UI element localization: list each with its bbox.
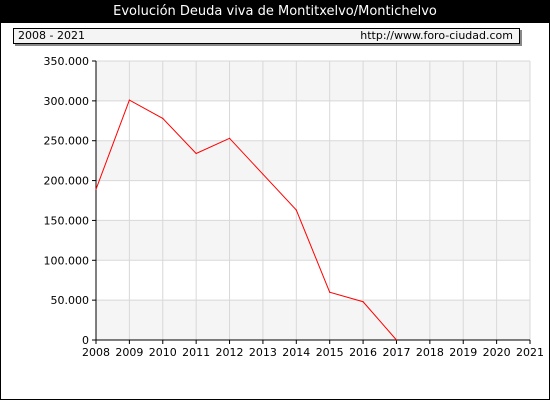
- period-label: 2008 - 2021: [18, 29, 85, 42]
- y-tick-label: 250.000: [44, 135, 90, 148]
- chart-title: Evolución Deuda viva de Montitxelvo/Mont…: [0, 0, 550, 23]
- y-tick-label: 200.000: [44, 175, 90, 188]
- data-point: [362, 301, 364, 303]
- debt-series-line: [95, 99, 397, 341]
- data-point: [162, 117, 164, 119]
- plot-band: [96, 100, 530, 141]
- x-tick-label: 2020: [483, 346, 511, 359]
- y-tick-label: 300.000: [44, 95, 90, 108]
- info-bar: 2008 - 2021 http://www.foro-ciudad.com: [13, 28, 520, 44]
- plot-band: [96, 260, 530, 301]
- x-tick-label: 2015: [316, 346, 344, 359]
- plot-band: [96, 180, 530, 221]
- x-tick-label: 2010: [149, 346, 177, 359]
- x-tick-label: 2018: [416, 346, 444, 359]
- data-point: [295, 209, 297, 211]
- data-point: [329, 291, 331, 293]
- data-point: [395, 339, 398, 341]
- data-point: [262, 173, 264, 175]
- data-point: [195, 152, 197, 155]
- x-tick-label: 2013: [249, 346, 277, 359]
- x-tick-label: 2017: [382, 346, 410, 359]
- plot-band: [96, 220, 530, 261]
- data-point: [228, 137, 231, 139]
- x-tick-label: 2014: [282, 346, 310, 359]
- x-tick-label: 2012: [216, 346, 244, 359]
- x-tick-label: 2019: [449, 346, 477, 359]
- plot-band: [96, 61, 530, 101]
- plot-band: [96, 140, 530, 181]
- data-point: [128, 99, 130, 101]
- plot-band: [96, 300, 530, 340]
- x-tick-label: 2009: [115, 346, 143, 359]
- source-link[interactable]: http://www.foro-ciudad.com: [360, 29, 513, 42]
- y-tick-label: 0: [82, 334, 89, 347]
- data-point: [95, 188, 97, 190]
- y-tick-label: 150.000: [44, 214, 90, 227]
- y-tick-label: 50.000: [51, 294, 90, 307]
- y-tick-label: 350.000: [44, 55, 90, 68]
- y-tick-label: 100.000: [44, 254, 90, 267]
- x-tick-label: 2008: [82, 346, 110, 359]
- x-tick-label: 2021: [516, 346, 544, 359]
- x-tick-label: 2016: [349, 346, 377, 359]
- x-tick-label: 2011: [182, 346, 210, 359]
